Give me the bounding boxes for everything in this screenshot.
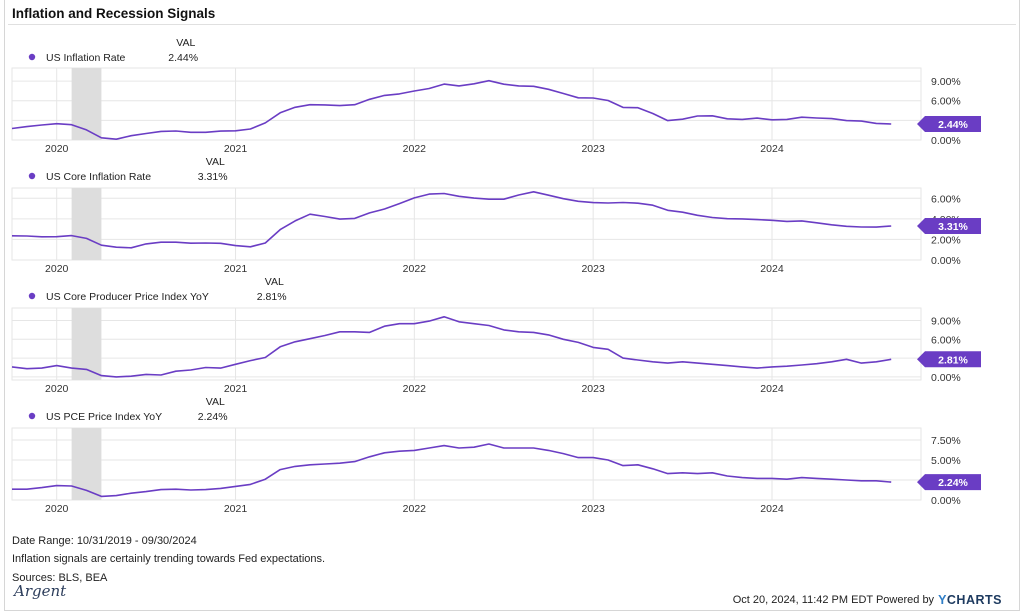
last-value-badge	[917, 474, 981, 491]
last-value-badge-text: 3.31%	[938, 221, 968, 233]
last-value-badge	[917, 116, 981, 133]
x-tick-label: 2022	[403, 143, 427, 155]
legend-header: VAL	[206, 156, 225, 168]
x-tick-label: 2024	[760, 503, 784, 515]
x-tick-label: 2022	[403, 263, 427, 275]
legend-marker	[28, 412, 36, 420]
legend-value: 2.81%	[257, 291, 287, 303]
page-title: Inflation and Recession Signals	[12, 6, 216, 21]
series-line	[11, 191, 892, 249]
ycharts-logo[interactable]: YCHARTS	[938, 593, 1002, 607]
chart-panel: VAL US Core Inflation Rate 3.31% 0.00% 2.00%…	[11, 156, 981, 275]
legend-header: VAL	[176, 37, 195, 49]
title-divider	[8, 24, 1016, 25]
sources-text: Sources: BLS, BEA	[12, 572, 108, 584]
chart-panel: VAL US Core Producer Price Index YoY 2.81%…	[11, 276, 981, 395]
y-tick-label: 6.00%	[931, 334, 961, 346]
plot-area	[11, 187, 922, 261]
legend-header: VAL	[265, 276, 284, 288]
y-tick-label: 6.00%	[931, 193, 961, 205]
x-tick-label: 2022	[403, 383, 427, 395]
recession-band	[71, 428, 102, 500]
y-tick-label: 9.00%	[931, 76, 961, 88]
x-tick-label: 2023	[581, 503, 605, 515]
last-value-badge-text: 2.24%	[938, 477, 968, 489]
legend-marker	[28, 172, 36, 180]
x-tick-label: 2021	[224, 383, 248, 395]
legend-header: VAL	[206, 396, 225, 408]
legend-series-name: US PCE Price Index YoY	[46, 411, 162, 423]
legend-value: 3.31%	[198, 171, 228, 183]
x-tick-label: 2024	[760, 383, 784, 395]
x-tick-label: 2023	[581, 263, 605, 275]
plot-area	[11, 427, 922, 501]
legend-value: 2.44%	[168, 52, 198, 64]
x-tick-label: 2024	[760, 143, 784, 155]
ycharts-logo-rest: CHARTS	[946, 593, 1002, 607]
recession-band	[71, 188, 102, 260]
y-tick-label: 0.00%	[931, 135, 961, 147]
series-line	[11, 315, 892, 378]
y-tick-label: 6.00%	[931, 96, 961, 108]
legend-value: 2.24%	[198, 411, 228, 423]
series-line	[11, 79, 892, 140]
last-value-badge	[917, 217, 981, 234]
x-tick-label: 2023	[581, 383, 605, 395]
x-tick-label: 2024	[760, 263, 784, 275]
y-tick-label: 0.00%	[931, 495, 961, 507]
plot-area	[11, 307, 922, 381]
note-text: Inflation signals are certainly trending…	[12, 553, 326, 565]
x-tick-label: 2021	[224, 263, 248, 275]
x-tick-label: 2020	[45, 263, 69, 275]
y-tick-label: 0.00%	[931, 255, 961, 267]
x-tick-label: 2020	[45, 143, 69, 155]
x-tick-label: 2021	[224, 503, 248, 515]
x-tick-label: 2020	[45, 503, 69, 515]
legend-marker	[28, 292, 36, 300]
legend-series-name: US Inflation Rate	[46, 52, 126, 64]
x-tick-label: 2022	[403, 503, 427, 515]
timestamp-text: Oct 20, 2024, 11:42 PM EDT Powered by	[732, 594, 935, 606]
last-value-badge-text: 2.44%	[938, 119, 968, 131]
x-tick-label: 2020	[45, 383, 69, 395]
plot-area	[11, 67, 922, 141]
recession-band	[71, 68, 102, 140]
legend-series-name: US Core Inflation Rate	[46, 171, 151, 183]
y-tick-label: 7.50%	[931, 435, 961, 447]
last-value-badge	[917, 351, 981, 368]
x-tick-label: 2021	[224, 143, 248, 155]
series-line	[12, 443, 892, 498]
y-tick-label: 0.00%	[931, 372, 961, 384]
y-tick-label: 5.00%	[931, 455, 961, 467]
x-tick-label: 2023	[581, 143, 605, 155]
y-tick-label: 9.00%	[931, 316, 961, 328]
argent-logo: Argent	[14, 582, 67, 600]
footer-credit: Oct 20, 2024, 11:42 PM EDT Powered by YC…	[733, 593, 1002, 607]
last-value-badge-text: 2.81%	[938, 354, 968, 366]
date-range-text: Date Range: 10/31/2019 - 09/30/2024	[12, 535, 197, 547]
y-tick-label: 2.00%	[931, 234, 961, 246]
legend-marker	[28, 53, 36, 61]
legend-series-name: US Core Producer Price Index YoY	[46, 291, 209, 303]
